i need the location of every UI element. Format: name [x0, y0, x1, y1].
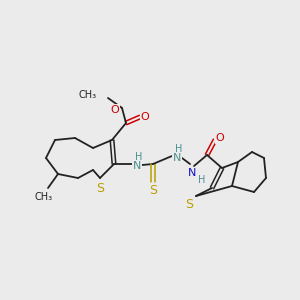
Text: O: O: [111, 105, 119, 115]
Text: H: H: [135, 152, 143, 162]
Text: S: S: [185, 197, 193, 211]
Text: O: O: [141, 112, 149, 122]
Text: S: S: [96, 182, 104, 194]
Text: H: H: [175, 144, 183, 154]
Text: N: N: [173, 153, 181, 163]
Text: N: N: [133, 161, 141, 171]
Text: CH₃: CH₃: [79, 90, 97, 100]
Text: S: S: [149, 184, 157, 197]
Text: N: N: [188, 168, 196, 178]
Text: CH₃: CH₃: [35, 192, 53, 202]
Text: O: O: [216, 133, 224, 143]
Text: H: H: [198, 175, 206, 185]
